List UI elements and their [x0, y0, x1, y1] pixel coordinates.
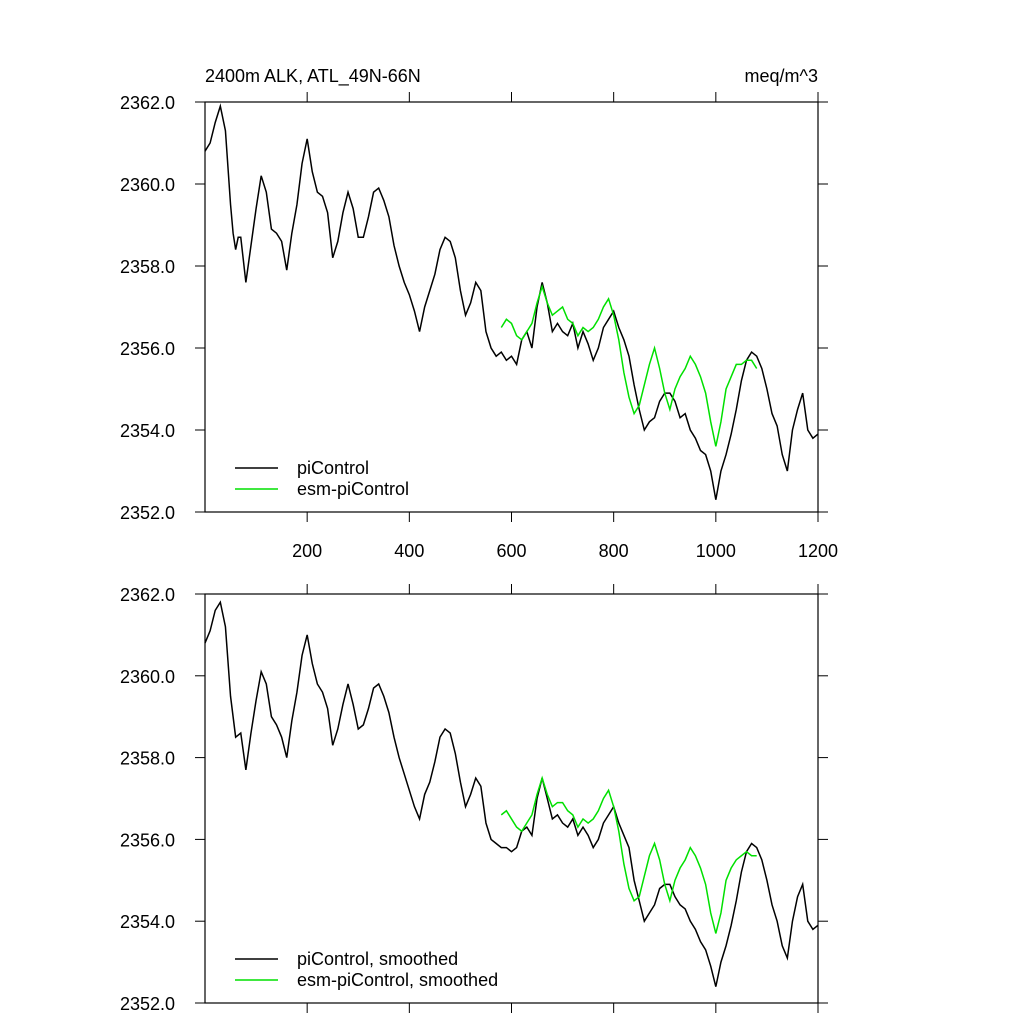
x-tick-label: 1200 [798, 541, 838, 561]
plot-frame [204, 101, 819, 513]
legend-label: esm-piControl [297, 479, 409, 499]
y-tick-label: 2354.0 [120, 912, 175, 932]
x-tick-label: 1000 [696, 541, 736, 561]
series-line [204, 103, 819, 500]
x-tick-label: 400 [394, 541, 424, 561]
y-tick-label: 2352.0 [120, 994, 175, 1014]
plot-frame [204, 593, 819, 1004]
y-tick-label: 2362.0 [120, 585, 175, 605]
x-tick-label: 800 [599, 541, 629, 561]
legend-label: piControl, smoothed [297, 949, 458, 969]
y-tick-label: 2356.0 [120, 339, 175, 359]
y-tick-label: 2360.0 [120, 667, 175, 687]
chart-title: 2400m ALK, ATL_49N-66N [205, 66, 421, 87]
legend-label: esm-piControl, smoothed [297, 970, 498, 990]
series-line [500, 283, 758, 447]
series-line [500, 775, 757, 934]
y-tick-label: 2362.0 [120, 93, 175, 113]
y-tick-label: 2356.0 [120, 830, 175, 850]
y-tick-label: 2360.0 [120, 175, 175, 195]
x-tick-label: 200 [292, 541, 322, 561]
x-tick-label: 600 [496, 541, 526, 561]
series-line [204, 600, 819, 987]
y-tick-label: 2358.0 [120, 257, 175, 277]
y-tick-label: 2352.0 [120, 503, 175, 523]
units-label: meq/m^3 [745, 66, 818, 86]
y-tick-label: 2354.0 [120, 421, 175, 441]
y-tick-label: 2358.0 [120, 749, 175, 769]
legend-label: piControl [297, 458, 369, 478]
